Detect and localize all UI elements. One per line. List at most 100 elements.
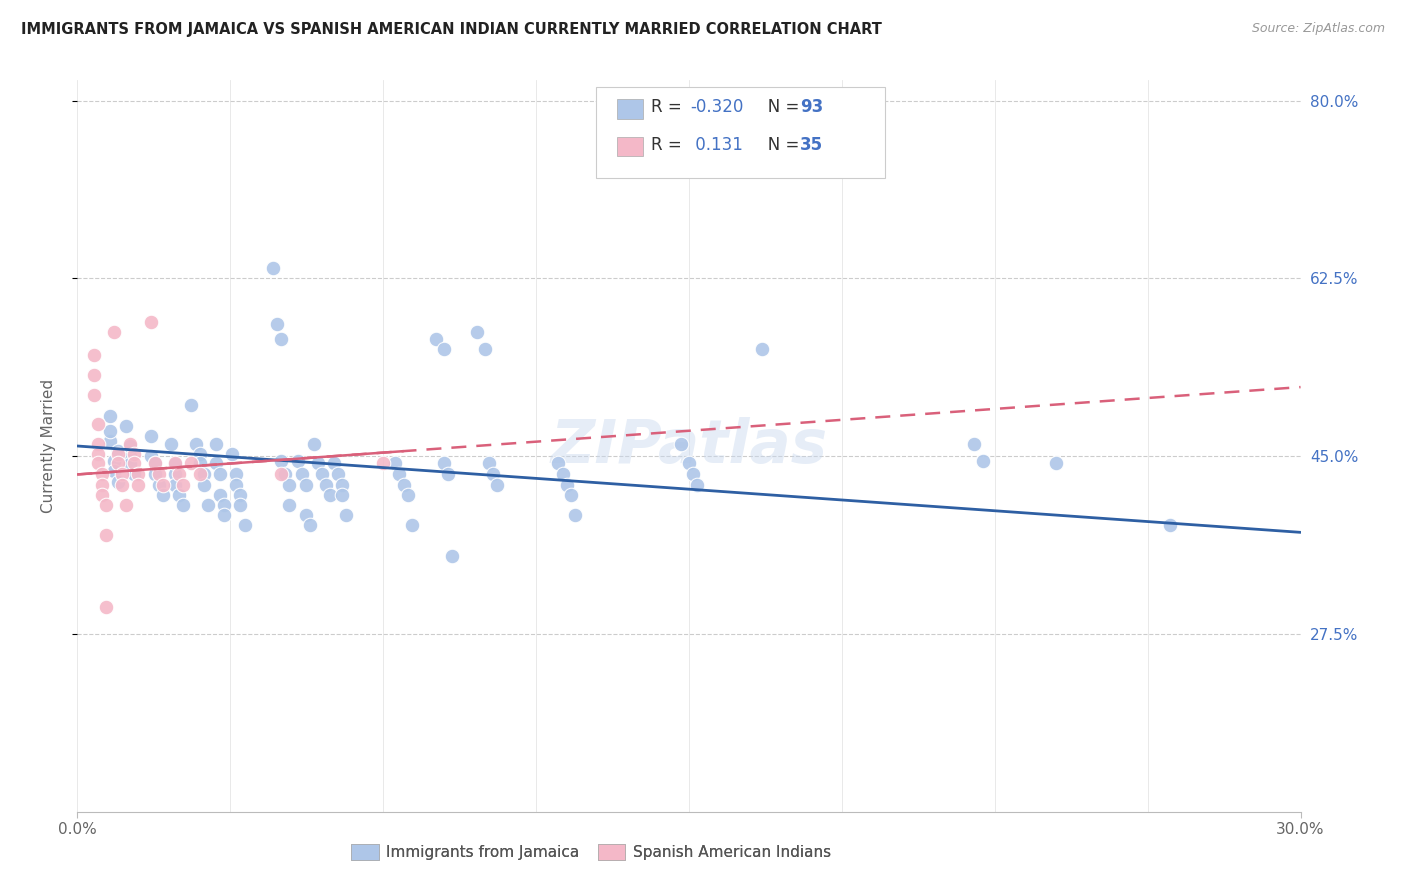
Point — [90, 488, 112, 502]
Point — [225, 467, 247, 482]
Point — [209, 467, 232, 482]
Point — [437, 467, 460, 482]
Point — [474, 343, 496, 357]
Point — [107, 444, 129, 458]
Point — [287, 454, 309, 468]
Point — [124, 467, 146, 482]
Point — [124, 447, 146, 461]
Point — [270, 454, 292, 468]
Point — [169, 488, 191, 502]
Point — [564, 508, 586, 522]
Point — [225, 477, 247, 491]
Point — [388, 467, 411, 482]
Point — [262, 261, 284, 276]
Point — [87, 437, 110, 451]
Point — [229, 498, 252, 512]
Point — [335, 508, 357, 522]
Text: N =: N = — [752, 98, 806, 116]
Point — [384, 456, 406, 470]
Point — [120, 437, 142, 451]
Point — [311, 467, 333, 482]
Point — [465, 325, 488, 339]
Point — [111, 477, 134, 491]
Point — [172, 477, 194, 491]
Point — [188, 467, 211, 482]
Point — [266, 317, 288, 331]
Text: 0.131: 0.131 — [690, 136, 744, 153]
Text: R =: R = — [651, 98, 688, 116]
Point — [270, 467, 292, 482]
Point — [169, 467, 191, 482]
Point — [90, 467, 112, 482]
Text: -0.320: -0.320 — [690, 98, 744, 116]
Point — [107, 447, 129, 461]
Point — [686, 477, 709, 491]
Point — [205, 437, 228, 451]
Point — [152, 488, 174, 502]
Point — [160, 437, 183, 451]
Point — [678, 456, 700, 470]
Point — [197, 498, 219, 512]
Point — [87, 417, 110, 431]
Point — [291, 467, 314, 482]
Point — [298, 518, 321, 533]
Point — [143, 467, 166, 482]
Point — [433, 343, 456, 357]
Point — [323, 456, 346, 470]
Point — [115, 498, 138, 512]
Point — [94, 599, 117, 614]
Point — [172, 498, 194, 512]
Point — [90, 477, 112, 491]
Text: IMMIGRANTS FROM JAMAICA VS SPANISH AMERICAN INDIAN CURRENTLY MARRIED CORRELATION: IMMIGRANTS FROM JAMAICA VS SPANISH AMERI… — [21, 22, 882, 37]
Point — [83, 368, 105, 382]
Point — [165, 467, 187, 482]
Point — [278, 498, 301, 512]
Point — [111, 467, 134, 482]
Point — [963, 437, 986, 451]
Text: 93: 93 — [800, 98, 824, 116]
Point — [83, 347, 105, 362]
Point — [229, 488, 252, 502]
Point — [401, 518, 423, 533]
Point — [274, 467, 297, 482]
Point — [233, 518, 256, 533]
Point — [103, 325, 125, 339]
Point — [392, 477, 415, 491]
Point — [555, 477, 578, 491]
Text: N =: N = — [752, 136, 806, 153]
Point — [193, 467, 215, 482]
Point — [165, 477, 187, 491]
Point — [425, 332, 447, 346]
Point — [139, 449, 162, 463]
Point — [139, 429, 162, 443]
Point — [143, 456, 166, 470]
Point — [98, 424, 121, 438]
Text: ZIPatlas: ZIPatlas — [550, 417, 828, 475]
Point — [120, 449, 142, 463]
Text: Source: ZipAtlas.com: Source: ZipAtlas.com — [1251, 22, 1385, 36]
Point — [124, 456, 146, 470]
Point — [294, 508, 316, 522]
Point — [94, 498, 117, 512]
Point — [180, 456, 202, 470]
Point — [107, 456, 129, 470]
Point — [669, 437, 692, 451]
Point — [682, 467, 704, 482]
Point — [139, 315, 162, 329]
Point — [128, 467, 150, 482]
Point — [270, 332, 292, 346]
Point — [307, 456, 329, 470]
Point — [148, 467, 170, 482]
Point — [184, 437, 207, 451]
Point — [120, 439, 142, 453]
Point — [396, 488, 419, 502]
Point — [120, 457, 142, 471]
Point — [1159, 518, 1181, 533]
Point — [103, 454, 125, 468]
Point — [188, 447, 211, 461]
Point — [482, 467, 505, 482]
Point — [115, 418, 138, 433]
Point — [302, 437, 325, 451]
Point — [751, 343, 773, 357]
Point — [94, 528, 117, 542]
